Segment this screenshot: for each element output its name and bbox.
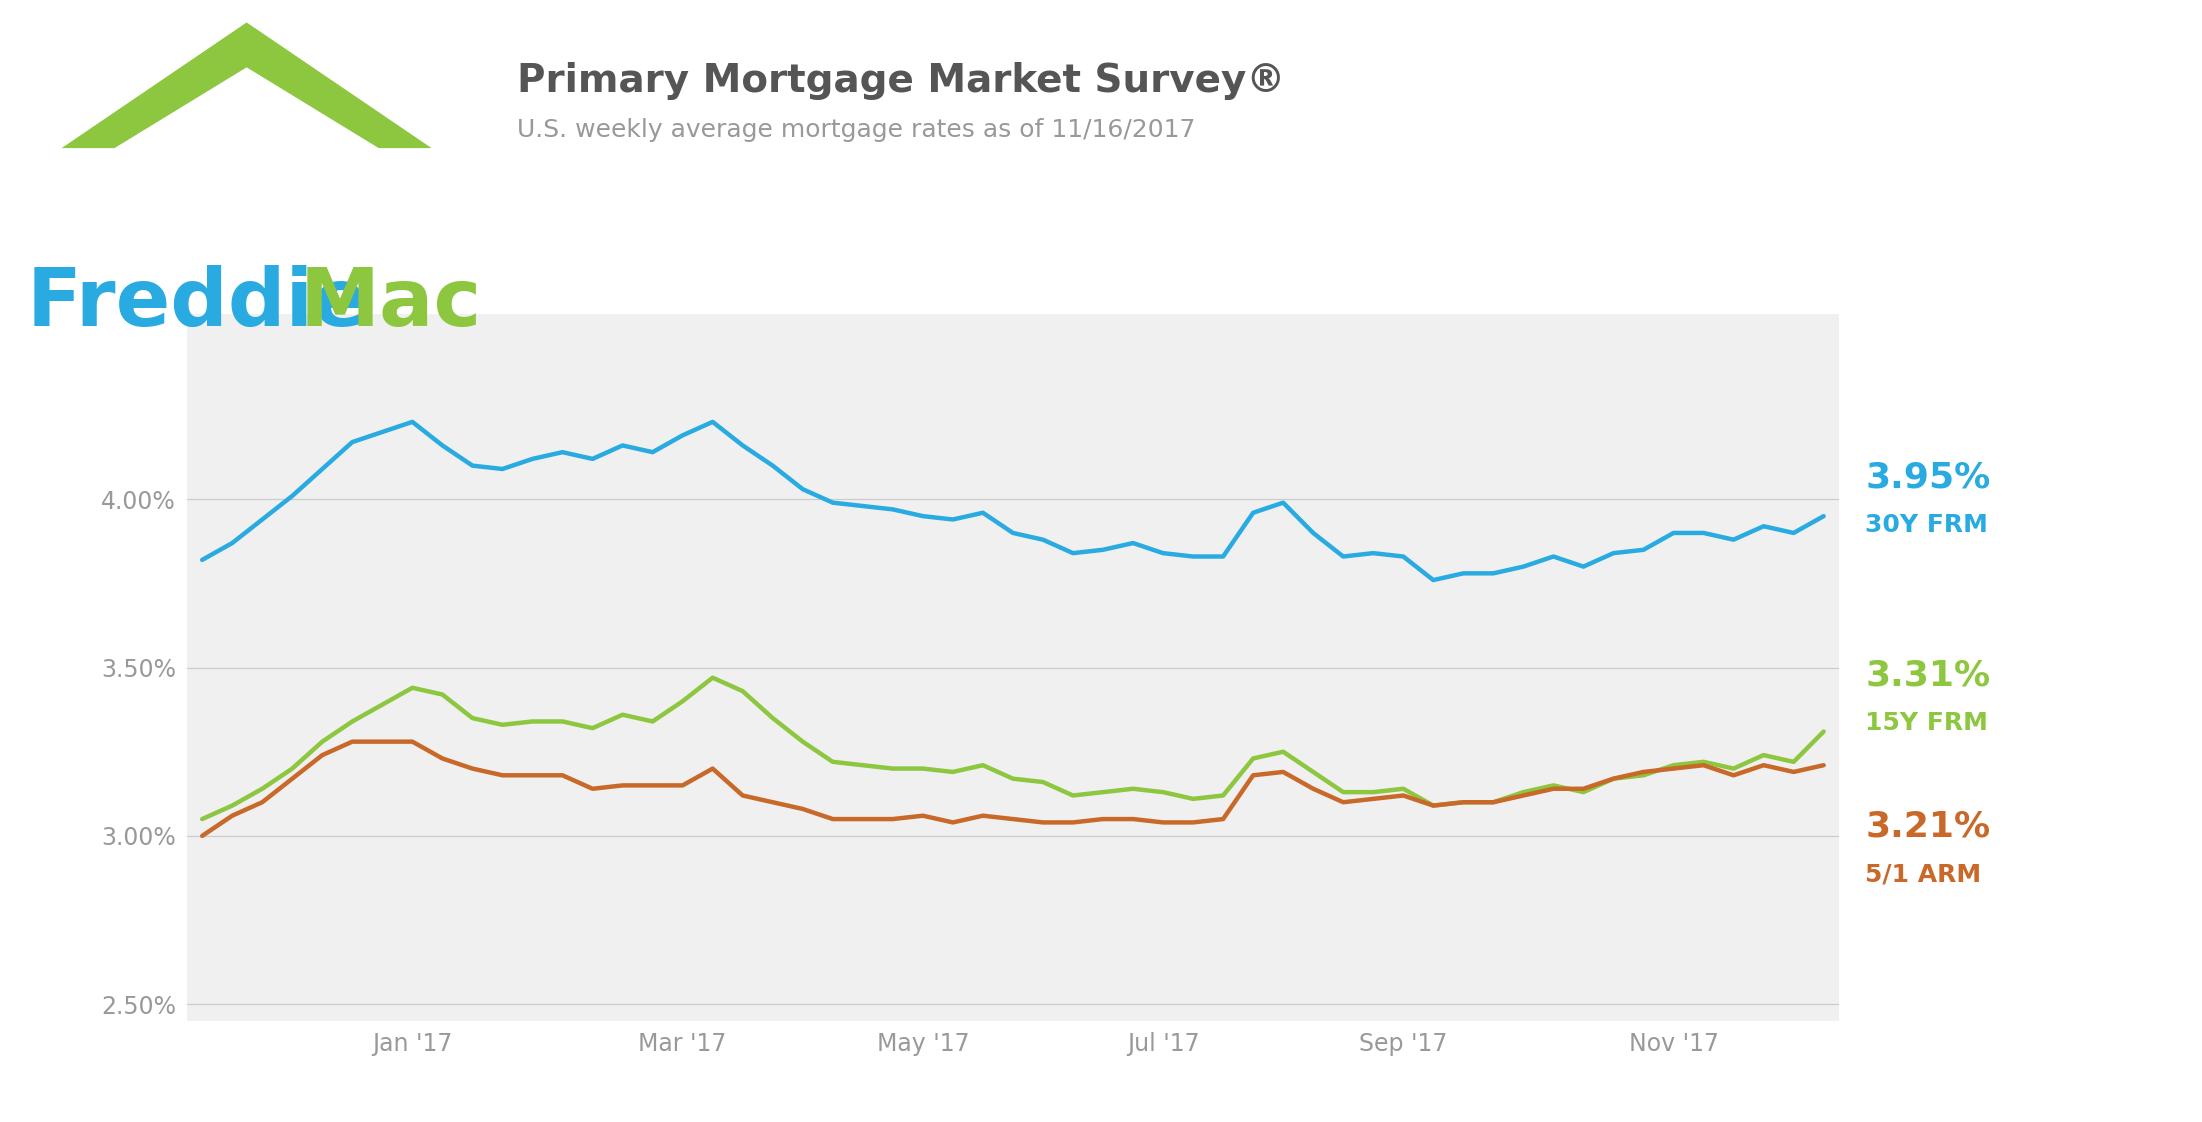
Text: 5/1 ARM: 5/1 ARM <box>1865 862 1982 886</box>
Text: 3.95%: 3.95% <box>1865 461 1991 495</box>
Text: U.S. weekly average mortgage rates as of 11/16/2017: U.S. weekly average mortgage rates as of… <box>517 118 1196 141</box>
Text: 30Y FRM: 30Y FRM <box>1865 513 1988 537</box>
Text: Primary Mortgage Market Survey®: Primary Mortgage Market Survey® <box>517 62 1286 100</box>
Text: Mac: Mac <box>299 265 482 343</box>
Text: 3.21%: 3.21% <box>1865 810 1991 844</box>
Polygon shape <box>62 22 432 148</box>
Text: 3.31%: 3.31% <box>1865 659 1991 692</box>
Text: Freddie: Freddie <box>26 265 368 343</box>
Text: 15Y FRM: 15Y FRM <box>1865 710 1988 735</box>
